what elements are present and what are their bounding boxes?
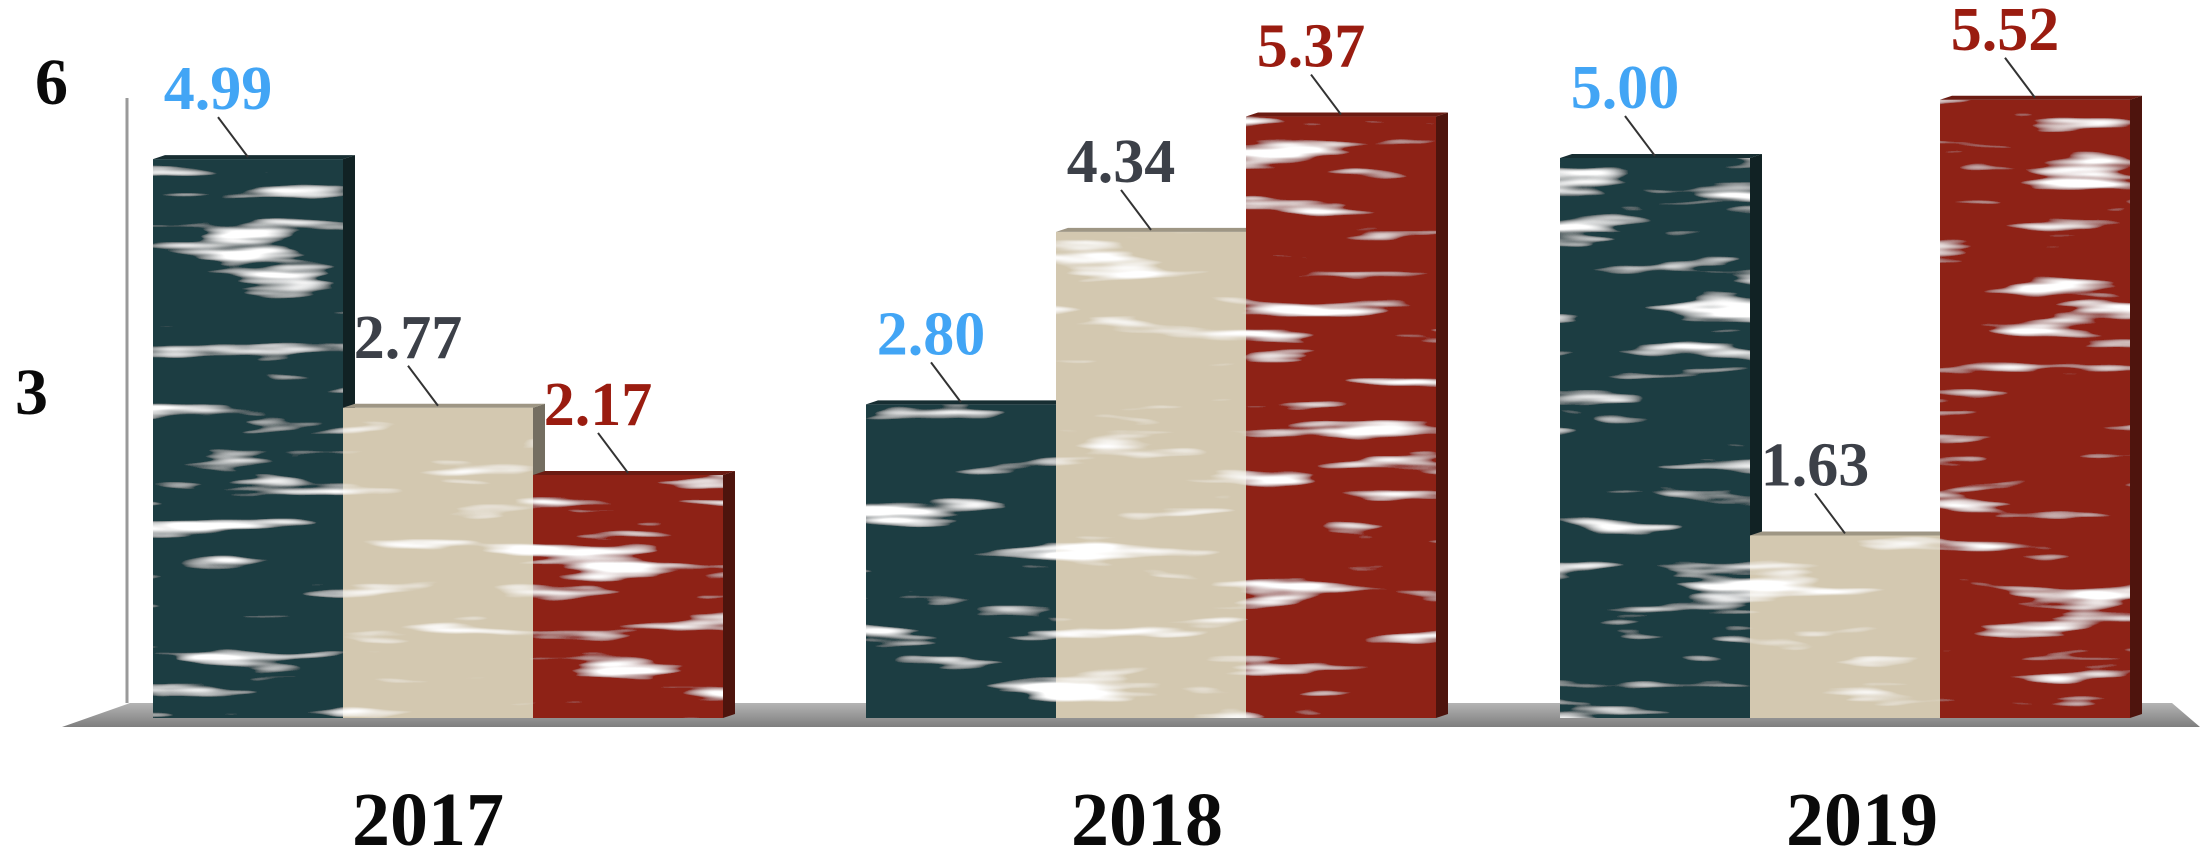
bar-front <box>533 474 723 718</box>
label-leader-line <box>930 361 962 403</box>
data-label: 2.80 <box>877 300 986 368</box>
x-tick-label: 2018 <box>1071 778 1223 849</box>
y-tick-label: 3 <box>15 356 48 429</box>
data-label: 2.77 <box>354 304 463 372</box>
data-label: 4.99 <box>164 55 273 123</box>
label-leader-line <box>1310 73 1342 116</box>
bar-top <box>1560 154 1762 158</box>
bar-top <box>866 400 1068 405</box>
bar-front <box>153 159 343 718</box>
data-label: 2.17 <box>544 371 653 439</box>
label-leader-line <box>597 432 629 474</box>
bar-front <box>343 407 533 718</box>
x-tick-label: 2017 <box>352 778 504 849</box>
bar <box>1750 531 1952 718</box>
bar-front <box>1560 158 1750 718</box>
data-label: 4.34 <box>1067 128 1176 196</box>
x-tick-label: 2019 <box>1786 778 1938 849</box>
bar-front <box>1940 99 2130 718</box>
data-labels-layer: 4.99 2.77 2.17 2.80 4.34 5.37 5.00 1.63 5.52 <box>164 0 2060 535</box>
bar-front <box>1056 231 1246 719</box>
bar <box>1940 95 2142 718</box>
y-tick-label: 6 <box>35 46 68 119</box>
bar-top <box>153 155 355 160</box>
data-label: 5.52 <box>1951 0 2060 64</box>
bar-top <box>1750 531 1952 536</box>
data-label: 1.63 <box>1761 431 1870 499</box>
bar-top <box>1246 112 1448 117</box>
label-leader-line <box>1814 492 1846 535</box>
label-leader-line <box>1624 115 1656 157</box>
bar-side <box>1436 112 1448 718</box>
bar-top <box>533 470 735 475</box>
bar-top <box>1940 95 2142 100</box>
bar-side <box>2130 95 2142 718</box>
bars-layer <box>153 95 2142 719</box>
bar <box>1560 154 1762 718</box>
bar <box>533 470 735 718</box>
bar <box>866 400 1068 718</box>
data-label: 5.00 <box>1571 54 1680 122</box>
label-leader-line <box>217 116 249 158</box>
bar <box>1056 227 1258 719</box>
bar-top <box>343 403 545 408</box>
label-leader-line <box>2004 57 2036 99</box>
bar-top <box>1056 227 1258 232</box>
bar-front <box>1750 535 1940 718</box>
bar <box>153 155 355 718</box>
bar <box>1246 112 1448 718</box>
bar-front <box>866 404 1056 718</box>
bar-side <box>723 470 735 718</box>
label-leader-line <box>407 365 439 407</box>
label-leader-line <box>1120 189 1152 231</box>
data-label: 5.37 <box>1257 13 1366 81</box>
bar-front <box>1246 116 1436 718</box>
bar <box>343 403 545 718</box>
